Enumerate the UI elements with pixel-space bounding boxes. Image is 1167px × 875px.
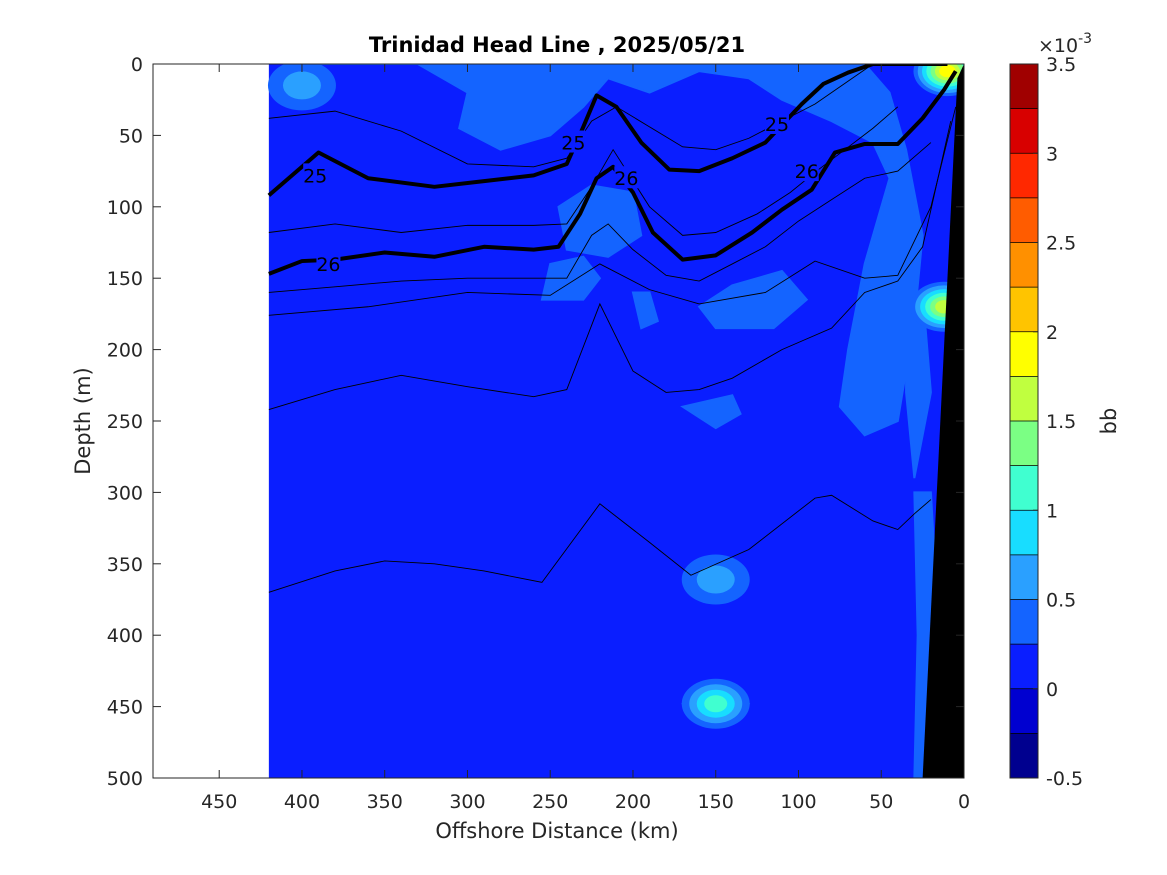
bb-feature [696, 565, 735, 594]
bb-feature [282, 71, 321, 100]
x-tick-label: 300 [449, 791, 485, 813]
x-axis-ticks: 450 400 350 300 250 200 150 100 50 0 [201, 64, 970, 813]
y-tick-label: 500 [107, 768, 143, 790]
colorbar-swatch [1010, 197, 1038, 243]
colorbar-tick-label: 3 [1046, 143, 1058, 165]
colorbar-swatch [1010, 688, 1038, 734]
y-tick-label: 250 [107, 411, 143, 433]
colorbar-tick-label: 0 [1046, 679, 1058, 701]
colorbar-swatch [1010, 242, 1038, 288]
y-tick-label: 350 [107, 554, 143, 576]
x-axis-label: Offshore Distance (km) [435, 819, 678, 843]
density-contours [267, 64, 958, 276]
colorbar-swatch [1010, 599, 1038, 645]
colorbar-swatch [1010, 421, 1038, 466]
density-contour-26 [268, 70, 958, 276]
contour-label: 25 [303, 165, 327, 187]
contour-label-bg [614, 166, 639, 189]
y-tick-label: 300 [107, 482, 143, 504]
plot-area: 25 25 25 26 26 26 [267, 64, 964, 778]
colorbar-swatch [1010, 331, 1038, 377]
bb-patch [540, 255, 602, 301]
x-tick-label: 450 [201, 791, 237, 813]
colorbar-swatch [1010, 64, 1038, 109]
x-tick-label: 50 [869, 791, 893, 813]
contour-label: 25 [561, 133, 585, 155]
x-tick-label: 250 [532, 791, 568, 813]
y-tick-label: 150 [107, 268, 143, 290]
y-tick-label: 50 [119, 125, 143, 147]
colorbar-tick-label: 3.5 [1046, 54, 1076, 76]
colorbar-exponent-power: -3 [1078, 31, 1092, 47]
bb-field [267, 64, 964, 778]
contour-label-bg [764, 111, 789, 134]
colorbar-swatch [1010, 554, 1038, 600]
colorbar-tick-label: 1.5 [1046, 411, 1076, 433]
bb-patch [631, 291, 660, 330]
x-tick-label: 400 [284, 791, 320, 813]
seafloor-bathymetry [922, 64, 964, 778]
colorbar-swatch [1010, 287, 1038, 332]
density-contour-thin [268, 64, 874, 168]
x-tick-label: 200 [615, 791, 651, 813]
x-tick-label: 150 [698, 791, 734, 813]
bb-patch [697, 269, 809, 330]
colorbar-swatch [1010, 510, 1038, 555]
y-axis-ticks: 0 50 100 150 200 250 300 350 400 450 500 [107, 54, 964, 790]
colorbar-tick-label: 0.5 [1046, 590, 1076, 612]
colorbar-exponent-base: ×10 [1038, 35, 1078, 57]
contour-label-bg [561, 130, 586, 153]
colorbar-tick-label: 2.5 [1046, 233, 1076, 255]
contour-label-bg [303, 163, 328, 186]
contour-label-bg [316, 251, 341, 274]
y-tick-label: 0 [131, 54, 143, 76]
y-tick-label: 400 [107, 625, 143, 647]
contour-label: 26 [795, 161, 819, 183]
density-contour-25 [267, 64, 948, 197]
colorbar-label: bb [1097, 408, 1121, 435]
density-contour-thin [268, 142, 932, 293]
bb-patch [310, 64, 924, 437]
colorbar [1009, 63, 1039, 779]
contour-label-bg [794, 159, 819, 182]
colorbar-exponent: ×10-3 [1038, 31, 1092, 57]
density-contour-thin [268, 121, 952, 411]
bb-feature [704, 695, 728, 713]
colorbar-swatch [1010, 153, 1038, 198]
contour-label: 26 [614, 168, 638, 190]
contour-label: 25 [765, 114, 789, 136]
colorbar-tick-label: 2 [1046, 322, 1058, 344]
contour-label: 26 [316, 254, 340, 276]
contour-labels: 25 25 25 26 26 26 [303, 111, 819, 276]
colorbar-swatch [1010, 108, 1038, 154]
density-contour-thin [268, 106, 957, 316]
colorbar-swatch [1010, 644, 1038, 689]
colorbar-swatch [1010, 733, 1038, 778]
chart-title: Trinidad Head Line , 2025/05/21 [369, 33, 745, 57]
x-tick-label: 100 [780, 791, 816, 813]
y-tick-label: 450 [107, 697, 143, 719]
colorbar-swatch [1010, 376, 1038, 421]
bb-patch [680, 394, 742, 430]
colorbar-swatch [1010, 465, 1038, 511]
colorbar-tick-label: -0.5 [1046, 768, 1083, 790]
x-tick-label: 350 [367, 791, 403, 813]
y-tick-label: 100 [107, 197, 143, 219]
colorbar-ticks: -0.5 0 0.5 1 1.5 2 2.5 3 3.5 [1033, 54, 1083, 790]
x-tick-label: 0 [958, 791, 970, 813]
density-contour-thin [268, 494, 932, 593]
y-axis-label: Depth (m) [71, 367, 95, 474]
colorbar-tick-label: 1 [1046, 500, 1058, 522]
y-tick-label: 200 [107, 340, 143, 362]
